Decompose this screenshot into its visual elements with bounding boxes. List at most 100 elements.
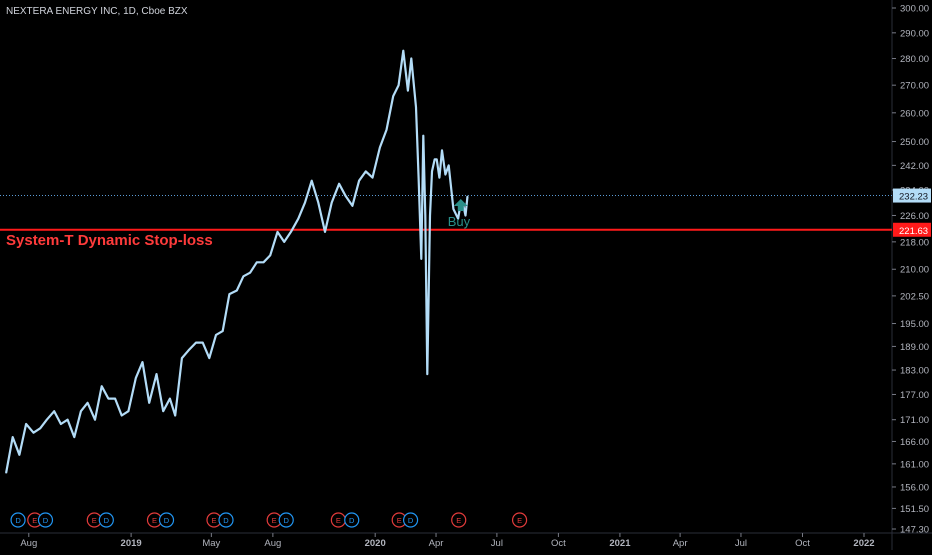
price-point [317,202,319,204]
event-label: E [92,516,97,525]
price-point [101,385,103,387]
price-point [415,106,417,108]
earnings-event-marker[interactable]: E [451,512,467,528]
earnings-event-marker[interactable]: E [330,512,346,528]
price-point [46,419,48,421]
stop-price-badge-bg [893,222,931,237]
x-tick-label: May [202,538,220,549]
event-circle [10,512,26,528]
chart-title: NEXTERA ENERGY INC, 1D, Cboe BZX [6,6,188,17]
price-point [464,214,467,217]
price-point [466,195,469,197]
price-point [87,402,89,404]
price-point [208,357,210,359]
price-point [358,180,360,182]
price-point [397,84,400,86]
y-tick-label: 242.00 [900,161,929,172]
price-point [441,149,443,151]
earnings-event-marker[interactable]: E [146,512,163,528]
dividend-event-marker[interactable]: D [278,512,294,528]
event-label: D [15,516,21,525]
price-point [228,293,231,295]
x-tick-label: Apr [429,538,444,549]
dividend-event-marker[interactable]: D [98,512,114,528]
x-tick-label: Jul [491,538,503,549]
price-point [371,176,374,179]
price-point [141,361,144,363]
dividend-event-marker[interactable]: D [218,512,234,528]
dividend-event-marker[interactable]: D [10,512,26,528]
event-label: D [349,516,355,525]
y-tick-label: 177.00 [900,390,929,401]
price-point [66,419,69,421]
price-point [25,423,27,425]
y-tick-label: 195.00 [900,319,929,330]
y-tick-label: 270.00 [900,81,929,92]
dividend-event-marker[interactable]: D [402,512,419,528]
y-tick-label: 226.00 [900,211,929,222]
event-circle [278,512,294,528]
event-circle [511,512,528,528]
price-point [276,231,279,233]
price-point [420,258,422,260]
price-point [174,414,176,417]
earnings-event-marker[interactable]: E [391,512,407,528]
event-circle [158,512,175,528]
price-point [12,436,14,438]
event-label: E [336,516,341,525]
price-point [188,349,190,351]
price-point [73,436,75,438]
price-point [431,170,433,173]
stop-price-badge: 221.63 [899,226,928,237]
last-price-badge: 232.23 [899,192,928,203]
price-point [429,214,431,217]
y-tick-label: 183.00 [900,366,929,377]
price-point [365,170,367,173]
event-label: D [43,516,49,525]
stop-loss-label: System-T Dynamic Stop-loss [6,232,213,249]
y-tick-label: 280.00 [900,54,929,65]
price-point [256,261,258,263]
price-point [452,208,455,210]
event-label: D [164,516,170,525]
price-point [155,373,158,375]
earnings-event-marker[interactable]: E [511,512,528,528]
price-point [283,241,285,243]
event-circle [37,512,54,528]
price-point [135,377,137,379]
event-circle [98,512,114,528]
event-circle [451,512,467,528]
event-label: E [272,516,277,525]
event-label: E [152,516,157,525]
y-tick-label: 156.00 [900,482,929,493]
buy-signal-label: Buy [448,214,471,229]
price-point [331,202,333,204]
x-tick-label: 2022 [853,538,874,549]
price-point [18,454,21,456]
earnings-event-marker[interactable]: E [266,512,282,528]
price-point [236,289,238,292]
event-label: D [408,516,414,525]
event-circle [402,512,419,528]
y-tick-label: 202.50 [900,291,929,302]
price-point [438,176,440,179]
price-point [269,254,271,257]
price-point [262,261,265,263]
price-point [80,410,82,412]
y-tick-label: 161.00 [900,459,929,470]
dividend-event-marker[interactable]: D [158,512,175,528]
price-point [436,158,438,160]
price-point [304,202,306,204]
price-point [448,164,450,166]
dividend-event-marker[interactable]: D [37,512,54,528]
y-tick-label: 171.00 [900,415,929,426]
price-point [148,402,150,404]
event-label: E [397,516,402,525]
dividend-event-marker[interactable]: D [344,512,360,528]
price-point [444,173,446,176]
x-tick-label: Aug [264,538,281,549]
x-tick-label: Aug [20,538,37,549]
